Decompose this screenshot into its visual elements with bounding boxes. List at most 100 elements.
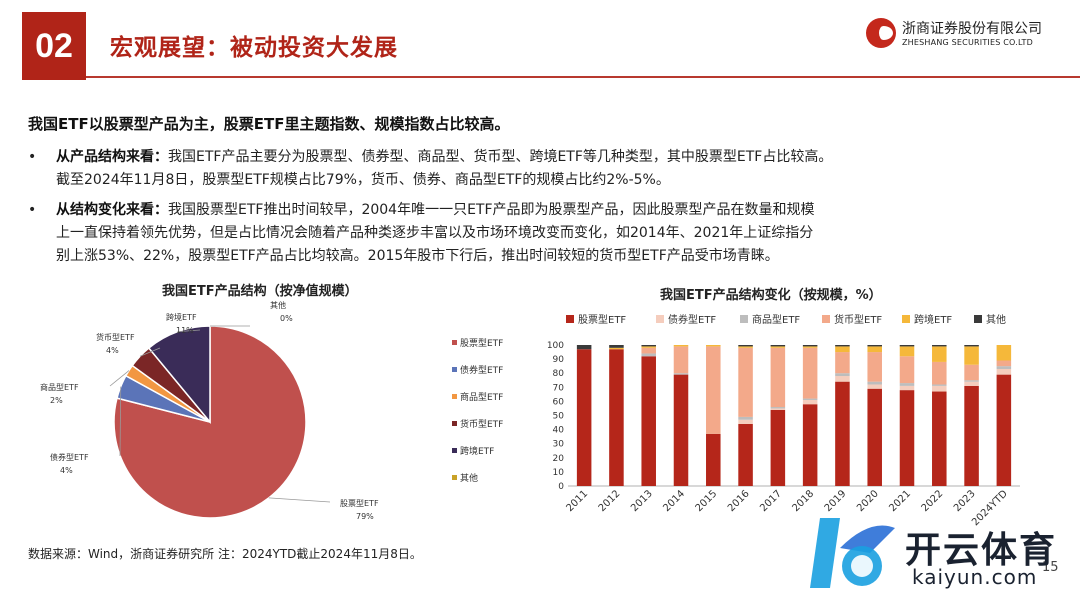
pie-legend-swatch	[452, 367, 457, 372]
pie-leader-line	[177, 329, 201, 333]
bar-segment	[932, 346, 947, 362]
y-tick-label: 20	[553, 454, 565, 464]
bar-segment	[964, 364, 979, 381]
pie-label-value: 0%	[280, 314, 293, 323]
bar-segment	[867, 352, 882, 382]
pie-label-name: 跨境ETF	[166, 312, 197, 322]
bullet-line: 从产品结构来看：我国ETF产品主要分为股票型、债券型、商品型、货币型、跨境ETF…	[56, 146, 1056, 169]
bullet-heading: 从产品结构来看：	[56, 149, 168, 165]
bar-segment	[996, 368, 1012, 375]
bar-segment	[770, 409, 786, 486]
bar-segment	[738, 346, 753, 348]
header-divider	[86, 76, 1080, 78]
bar-segment	[932, 361, 947, 385]
bullet-dot: •	[28, 149, 37, 165]
bar-segment	[576, 345, 592, 350]
bar-segment	[996, 360, 1012, 367]
bar-segment	[641, 347, 656, 354]
bar-legend-label: 债券型ETF	[668, 313, 716, 326]
bar-segment	[706, 345, 721, 347]
bar-segment	[867, 388, 882, 486]
logo-cn-text: 浙商证券股份有限公司	[902, 21, 1042, 37]
bar-legend-swatch	[566, 315, 574, 323]
pie-label-name: 商品型ETF	[40, 382, 79, 392]
bar-segment	[706, 433, 721, 486]
pie-legend-swatch	[452, 394, 457, 399]
bar-legend-label: 股票型ETF	[578, 313, 626, 326]
pie-legend-swatch	[452, 448, 457, 453]
bullet-line: 别上涨53%、22%，股票型ETF产品占比均较高。2015年股市下行后，推出时间…	[56, 248, 779, 264]
bar-segment	[835, 381, 850, 486]
bar-segment	[964, 385, 979, 486]
bullet-line: 从结构变化来看：我国股票型ETF推出时间较早，2004年唯一一只ETF产品即为股…	[56, 199, 1056, 222]
bar-segment	[964, 345, 979, 347]
bar-segment	[899, 345, 915, 347]
x-tick-label: 2012	[597, 488, 623, 514]
bar-segment	[802, 404, 818, 486]
pie-chart-title: 我国ETF产品结构（按净值规模）	[162, 284, 358, 299]
bar-segment	[932, 345, 947, 347]
pie-label-value: 4%	[60, 466, 73, 475]
bar-segment	[802, 345, 818, 347]
x-tick-label: 2022	[920, 488, 946, 514]
y-tick-label: 60	[553, 397, 565, 407]
pie-leader-line	[119, 386, 122, 457]
bar-segment	[835, 345, 850, 347]
bar-legend-label: 货币型ETF	[834, 313, 882, 326]
bar-segment	[770, 407, 786, 409]
data-source-note: 数据来源：Wind，浙商证券研究所 注：2024YTD截止2024年11月8日。	[28, 547, 422, 561]
bar-segment	[673, 346, 689, 374]
bar-segment	[673, 374, 689, 486]
y-tick-label: 0	[558, 482, 564, 492]
bar-segment	[867, 346, 882, 353]
bar-segment	[964, 346, 979, 365]
bar-segment	[609, 345, 624, 348]
stacked-bar-chart: 股票型ETF 债券型ETF 商品型ETF 货币型ETF 跨境ETF 其他 0 10 20 30 40…	[547, 313, 1020, 528]
watermark-url: kaiyun.com	[912, 565, 1038, 589]
bar-segment	[867, 381, 882, 385]
bullet-heading: 从结构变化来看：	[56, 202, 168, 218]
bar-segment	[802, 398, 818, 400]
bar-segment	[996, 366, 1012, 369]
x-tick-label: 2013	[629, 488, 655, 514]
pie-chart: 股票型ETF 79% 债券型ETF 4% 商品型ETF 2% 货币型ETF 4% 跨境ETF 11…	[40, 300, 503, 521]
bar-legend-swatch	[902, 315, 910, 323]
bar-segment	[706, 346, 721, 434]
pie-legend-label: 其他	[460, 472, 478, 484]
bar-segment	[738, 345, 753, 347]
bar-segment	[576, 349, 592, 486]
bar-segment	[867, 345, 882, 347]
bar-segment	[770, 347, 786, 408]
bar-segment	[609, 349, 624, 486]
bar-segment	[996, 374, 1012, 486]
pie-leader-line	[139, 347, 161, 357]
pie-label-value: 2%	[50, 396, 63, 405]
pie-legend-label: 股票型ETF	[460, 338, 503, 349]
bar-segment	[899, 346, 915, 357]
pie-label-name: 股票型ETF	[340, 499, 379, 508]
bar-segment	[835, 346, 850, 353]
logo-en-text: ZHESHANG SECURITIES CO.LTD	[902, 38, 1033, 47]
bar-segment	[964, 380, 979, 382]
pie-legend-label: 商品型ETF	[460, 391, 503, 403]
bar-segment	[899, 390, 915, 486]
x-tick-label: 2014	[661, 488, 687, 514]
bar-segment	[738, 419, 753, 424]
bar-segment	[641, 346, 656, 348]
bar-legend-label: 其他	[986, 313, 1006, 326]
bar-segment	[835, 352, 850, 374]
page-number: 15	[1042, 560, 1059, 575]
bar-legend-swatch	[822, 315, 830, 323]
pie-label-value: 79%	[356, 512, 374, 521]
pie-legend-label: 跨境ETF	[460, 445, 494, 457]
bar-segment	[932, 384, 947, 386]
bar-segment	[673, 345, 689, 347]
watermark-text: 开云体育	[905, 530, 1058, 571]
bar-segment	[738, 423, 753, 486]
pie-label-value: 4%	[106, 346, 119, 355]
page-title: 宏观展望：被动投资大发展	[110, 35, 398, 61]
y-tick-label: 90	[553, 355, 565, 365]
bullet-text: 我国股票型ETF推出时间较早，2004年唯一一只ETF产品即为股票型产品，因此股…	[168, 202, 815, 218]
x-tick-label: 2015	[694, 488, 720, 514]
bullet-line: 截至2024年11月8日，股票型ETF规模占比79%，货币、债券、商品型ETF的…	[56, 172, 670, 188]
